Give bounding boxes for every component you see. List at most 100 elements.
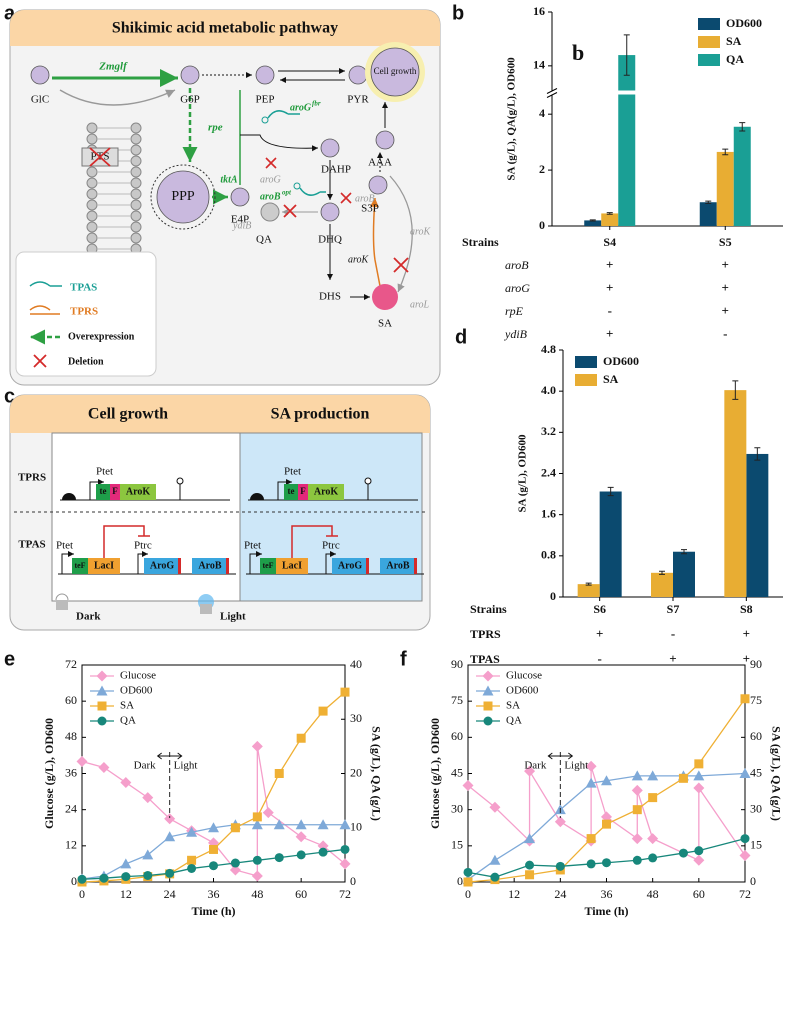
condition-box — [51, 432, 241, 602]
gene-label: aroG — [260, 174, 281, 185]
metabolite — [320, 138, 340, 158]
bar — [746, 453, 769, 597]
marker — [273, 819, 285, 830]
legend-label: OD600 — [726, 16, 762, 30]
marker — [164, 813, 176, 825]
lipid-head — [130, 177, 142, 189]
legend-label: TPRS — [70, 306, 98, 318]
marker — [585, 760, 597, 772]
arrow — [240, 134, 319, 152]
x-tick-label: 72 — [339, 887, 351, 901]
y-tick-label: 45 — [451, 765, 463, 779]
table-cell: + — [669, 651, 676, 666]
condition-box — [239, 432, 423, 602]
marker — [601, 775, 612, 786]
lipid-head — [86, 221, 98, 233]
lipid-head — [130, 221, 142, 233]
gene-box — [276, 558, 308, 574]
legend-label: SA — [120, 700, 134, 712]
y-tick-label: 4 — [539, 106, 545, 120]
gene-label: tktA — [220, 174, 238, 185]
gene-edge — [226, 558, 229, 574]
promoter-label: Ptet — [244, 540, 261, 552]
table-cell: - — [723, 326, 727, 341]
y-tick-label: 3.2 — [541, 424, 556, 438]
gene-label: AroG — [150, 560, 174, 571]
panel-label: b — [452, 2, 464, 24]
legend-label: Overexpression — [68, 331, 135, 342]
deletion-mark — [265, 157, 277, 169]
marker — [295, 831, 307, 843]
table-cell: + — [722, 257, 729, 272]
switch-arrow — [547, 752, 574, 760]
series-line — [467, 766, 746, 862]
lipid-head — [86, 232, 98, 244]
legend-label: SA — [726, 34, 742, 48]
promoter-label: Ptet — [96, 466, 113, 478]
y-axis-label: Glucose (g/L), OD600 — [42, 718, 56, 829]
gene-label: AroB — [386, 560, 409, 571]
deletion-mark — [393, 257, 409, 273]
gene-label: aroK — [348, 254, 370, 265]
marker — [462, 780, 474, 792]
marker — [97, 716, 107, 726]
marker — [678, 848, 688, 858]
marker — [318, 847, 328, 857]
promoter — [61, 551, 74, 574]
table-row-label: rpE — [505, 304, 524, 318]
table-cell: - — [671, 626, 675, 641]
light-icon — [200, 604, 212, 614]
y-tick-label: 60 — [65, 693, 77, 707]
y2-tick-label: 60 — [750, 729, 762, 743]
y-tick-label: 4.8 — [541, 342, 556, 356]
phase-label: Dark — [524, 760, 546, 772]
legend-label: OD600 — [120, 685, 153, 697]
legend-label: Glucose — [120, 670, 156, 682]
marker — [142, 849, 154, 860]
y-tick-label: 75 — [451, 693, 463, 707]
metabolite — [372, 284, 398, 310]
gene-label: F — [300, 486, 306, 496]
legend-label: Glucose — [506, 670, 542, 682]
table-row-label: aroG — [505, 281, 530, 295]
lipid-head — [130, 199, 142, 211]
y2-tick-label: 0 — [750, 874, 756, 888]
marker — [631, 784, 643, 796]
error-bar — [681, 549, 687, 555]
error-bar — [623, 34, 630, 76]
table-row-label: aroB — [505, 258, 529, 272]
tpas-symbol — [267, 110, 300, 119]
gene-box — [308, 484, 344, 500]
tpas-symbol — [293, 182, 301, 190]
marker — [555, 861, 565, 871]
dark-icon — [55, 593, 69, 601]
gene-label: aroB — [260, 191, 281, 202]
x-tick-label: 60 — [295, 887, 307, 901]
metabolite — [30, 65, 50, 85]
marker — [647, 770, 659, 781]
promoter-label: Ptet — [56, 540, 73, 552]
marker — [490, 872, 500, 882]
marker — [524, 833, 536, 844]
panel-label: c — [4, 385, 15, 407]
gene-box — [192, 558, 228, 574]
marker — [489, 801, 501, 813]
gene-edge — [414, 558, 417, 574]
marker — [296, 850, 306, 860]
marker — [340, 687, 350, 697]
gene-label: AroB — [198, 560, 221, 571]
marker — [98, 761, 110, 773]
pathway-diagram: Shikimic acid metabolic pathway GlC G6P … — [9, 9, 441, 386]
y-tick-label: 0 — [457, 874, 463, 888]
metabolite — [320, 202, 340, 222]
x-tick-label: 12 — [120, 887, 132, 901]
metabolite — [255, 65, 275, 85]
legend-label: OD600 — [603, 354, 639, 368]
dark-icon — [56, 600, 68, 610]
repression — [291, 525, 338, 558]
y2-tick-label: 30 — [350, 711, 362, 725]
bar — [618, 55, 636, 227]
lipid-head — [130, 166, 142, 178]
bar — [724, 390, 747, 597]
